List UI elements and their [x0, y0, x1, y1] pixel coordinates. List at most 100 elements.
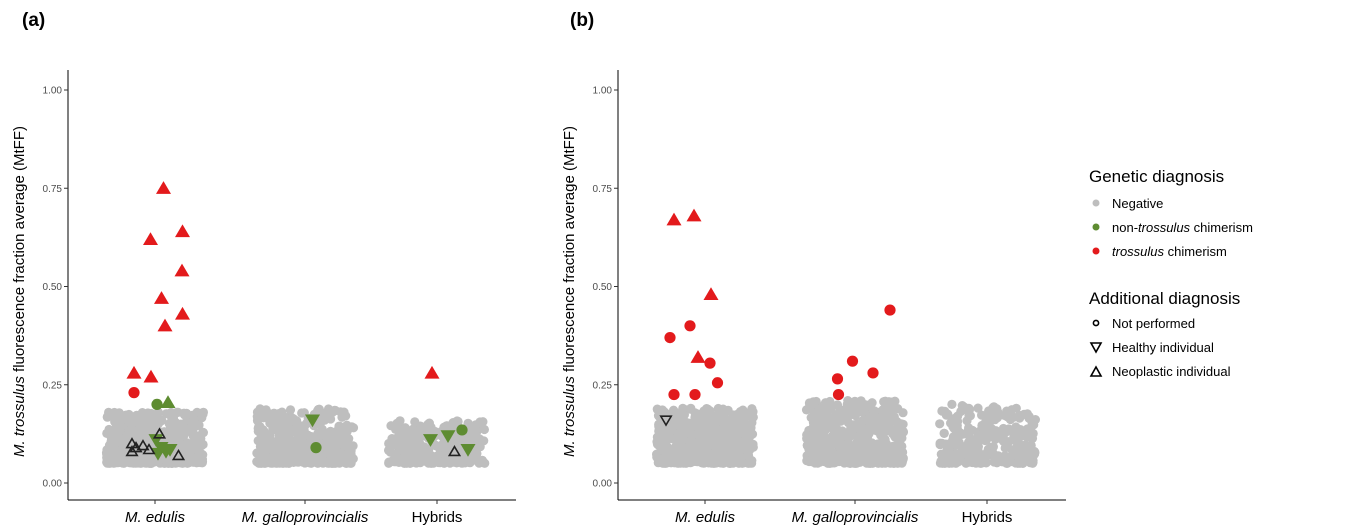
- legend-key-healthy: [1089, 342, 1103, 354]
- negative-point: [707, 424, 717, 434]
- negative-healthy-point: [659, 415, 673, 427]
- negative-point: [806, 401, 816, 411]
- negative-point: [935, 438, 945, 448]
- negative-point: [947, 399, 957, 409]
- negative-point: [265, 429, 275, 440]
- negative-point: [663, 448, 673, 458]
- negative-point: [441, 448, 451, 458]
- negative-point: [701, 443, 711, 453]
- negative-point: [948, 457, 958, 467]
- negative-point: [891, 446, 901, 456]
- negative-point: [164, 419, 174, 429]
- negative-point: [879, 452, 889, 462]
- negative-point: [881, 439, 892, 449]
- y-axis-title-italic: M. trossulus: [561, 376, 578, 457]
- trossulus-not_performed-point: [664, 331, 676, 344]
- trossulus-not_performed-point: [831, 373, 844, 385]
- negative-point: [664, 427, 674, 437]
- negative-point: [965, 411, 975, 421]
- legend-key-not-performed: [1092, 319, 1100, 327]
- y-tick-label: 0.25: [43, 380, 63, 391]
- negative-point: [167, 427, 177, 437]
- negative-cloud: [252, 404, 359, 468]
- negative-point: [342, 420, 352, 430]
- negative-point: [285, 405, 296, 415]
- negative-point: [857, 416, 867, 426]
- negative-point: [957, 446, 967, 456]
- negative-point: [120, 456, 130, 466]
- trossulus-not_performed-point: [704, 357, 716, 369]
- negative-point: [697, 458, 707, 468]
- negative-point: [393, 440, 403, 451]
- negative-point: [710, 432, 721, 442]
- legend-label-healthy: Healthy individual: [1112, 340, 1214, 355]
- trossulus-not_performed-point: [689, 388, 701, 401]
- negative-point: [260, 458, 270, 468]
- negative-point: [672, 448, 682, 458]
- negative-point: [1026, 457, 1036, 467]
- negative-neoplastic-point: [136, 439, 150, 451]
- non-trossulus-healthy-point: [460, 443, 476, 457]
- y-axis-title-rest: fluorescence fraction average (MtFF): [11, 126, 28, 376]
- negative-cloud: [935, 399, 1040, 468]
- trossulus-not_performed-point: [684, 320, 696, 332]
- negative-point: [724, 419, 734, 429]
- negative-point: [836, 405, 846, 415]
- negative-point: [309, 454, 319, 464]
- negative-point: [346, 456, 356, 466]
- negative-point: [282, 434, 292, 444]
- negative-point: [404, 438, 415, 448]
- negative-point: [384, 445, 394, 455]
- trossulus-neoplastic-point: [174, 263, 190, 277]
- negative-point: [252, 407, 263, 417]
- negative-point: [897, 433, 907, 443]
- negative-point: [687, 431, 697, 441]
- negative-point: [479, 424, 489, 435]
- legend-label-trossulus-italic: trossulus: [1112, 244, 1165, 259]
- trossulus-neoplastic-point: [156, 181, 171, 194]
- negative-point: [162, 456, 172, 466]
- negative-point: [720, 436, 731, 446]
- legend-label-not-performed: Not performed: [1112, 316, 1195, 331]
- negative-point: [835, 443, 846, 453]
- negative-point: [259, 448, 270, 459]
- negative-point: [290, 447, 301, 458]
- negative-point: [711, 444, 721, 454]
- negative-point: [686, 404, 696, 414]
- trossulus-not_performed-point: [668, 388, 680, 401]
- negative-point: [893, 404, 903, 414]
- trossulus-neoplastic-point: [126, 365, 142, 379]
- y-axis-title-italic: M. trossulus: [11, 376, 28, 457]
- negative-point: [867, 446, 877, 456]
- negative-point: [682, 422, 692, 432]
- negative-point: [184, 448, 194, 458]
- negative-point: [114, 437, 124, 447]
- chart-panel-a: 0.00 0.25 0.50 0.75 1.00 M. edulis M. gallopro…: [11, 70, 516, 526]
- negative-point: [696, 414, 707, 424]
- negative-point: [276, 422, 286, 432]
- y-tick-label: 0.25: [593, 380, 613, 391]
- legend-label-neoplastic: Neoplastic individual: [1112, 364, 1231, 379]
- negative-point: [996, 428, 1006, 438]
- negative-point: [726, 429, 736, 439]
- negative-point: [431, 440, 441, 450]
- trossulus-neoplastic-point: [666, 212, 682, 226]
- negative-point: [845, 456, 855, 466]
- negative-point: [198, 427, 208, 437]
- trossulus-not_performed-point: [846, 355, 859, 367]
- negative-point: [1000, 451, 1010, 461]
- negative-point: [1017, 450, 1027, 460]
- negative-point: [400, 423, 410, 433]
- negative-neoplastic-point: [142, 443, 156, 455]
- negative-point: [106, 433, 116, 443]
- x-tick-label: M. edulis: [125, 509, 186, 526]
- trossulus-not_performed-point: [128, 387, 140, 399]
- negative-point: [1015, 425, 1026, 435]
- negative-point: [297, 408, 307, 418]
- negative-point: [814, 430, 824, 441]
- negative-point: [121, 410, 131, 420]
- negative-neoplastic-point: [171, 448, 186, 461]
- negative-point: [736, 442, 746, 452]
- negative-point: [137, 408, 147, 418]
- legend-key-non-trossulus: [1092, 223, 1100, 231]
